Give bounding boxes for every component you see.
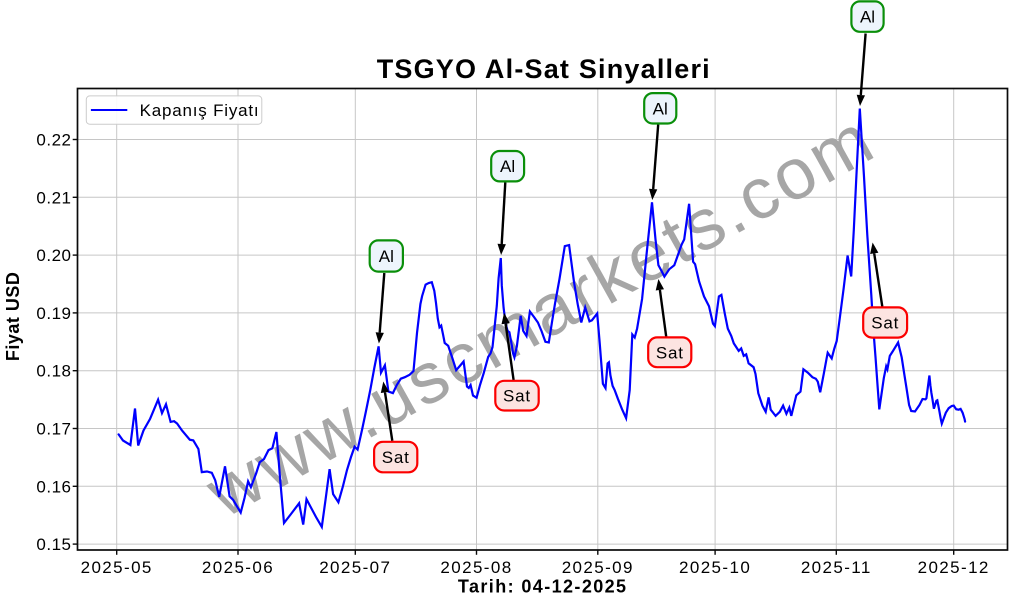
svg-text:0.15: 0.15 [36, 535, 71, 554]
svg-text:2025-12: 2025-12 [918, 558, 990, 577]
svg-text:2025-10: 2025-10 [679, 558, 751, 577]
svg-text:2025-07: 2025-07 [319, 558, 391, 577]
svg-text:Al: Al [860, 8, 875, 27]
svg-text:0.21: 0.21 [36, 188, 71, 207]
svg-text:Tarih: 04-12-2025: Tarih: 04-12-2025 [458, 577, 628, 597]
svg-text:2025-08: 2025-08 [440, 558, 512, 577]
svg-text:0.17: 0.17 [36, 420, 71, 439]
svg-text:Sat: Sat [503, 387, 531, 406]
svg-text:0.16: 0.16 [36, 477, 71, 496]
svg-text:Fiyat USD: Fiyat USD [3, 272, 23, 362]
svg-text:Al: Al [379, 247, 394, 266]
svg-text:2025-05: 2025-05 [81, 558, 153, 577]
svg-text:Sat: Sat [871, 314, 899, 333]
svg-text:Kapanış Fiyatı: Kapanış Fiyatı [140, 101, 260, 120]
svg-text:0.18: 0.18 [36, 362, 71, 381]
svg-text:0.22: 0.22 [36, 131, 71, 150]
svg-text:0.19: 0.19 [36, 304, 71, 323]
svg-text:Al: Al [653, 99, 668, 118]
svg-text:2025-06: 2025-06 [202, 558, 274, 577]
svg-text:Al: Al [500, 157, 515, 176]
svg-text:Sat: Sat [656, 343, 684, 362]
svg-text:Sat: Sat [382, 448, 410, 467]
svg-text:2025-11: 2025-11 [801, 558, 872, 577]
svg-text:TSGYO Al-Sat Sinyalleri: TSGYO Al-Sat Sinyalleri [377, 54, 711, 84]
svg-text:0.20: 0.20 [36, 246, 71, 265]
svg-text:2025-09: 2025-09 [562, 558, 634, 577]
